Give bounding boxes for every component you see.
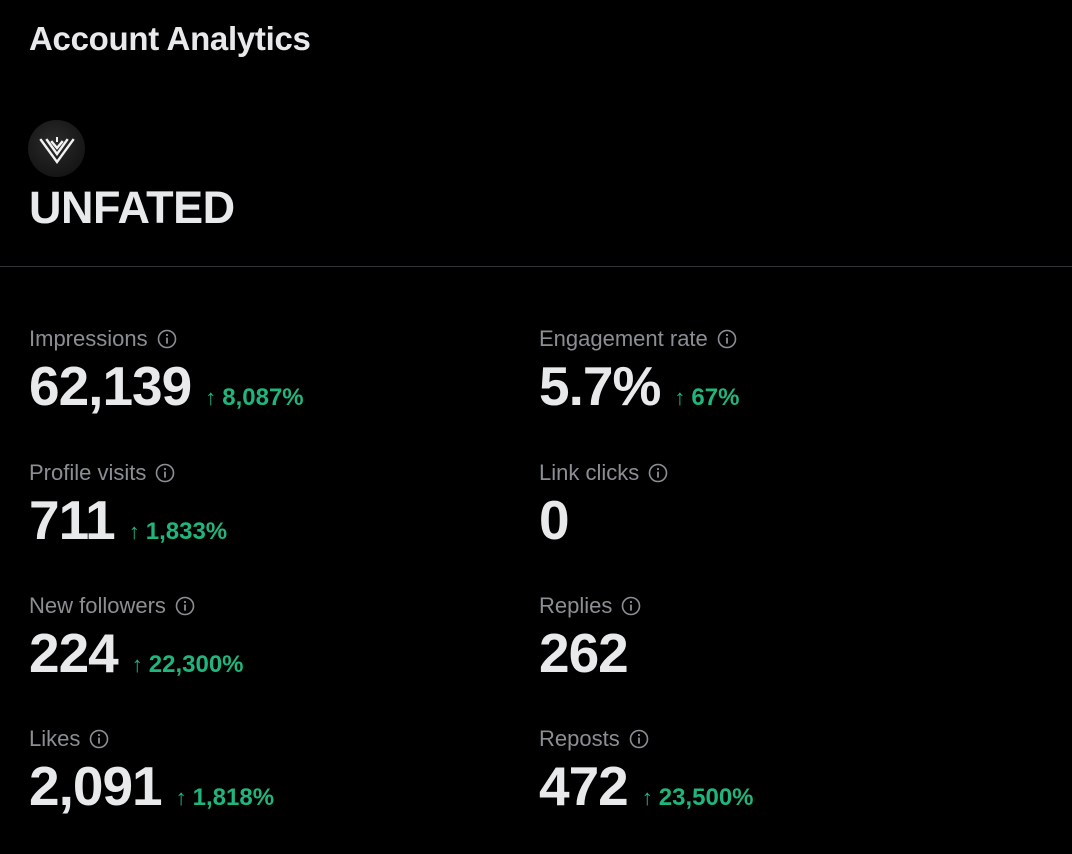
metric-label: Profile visits — [29, 460, 147, 485]
info-icon[interactable] — [648, 463, 668, 483]
metric-label: Link clicks — [539, 460, 640, 485]
arrow-up-icon: ↑ — [674, 385, 686, 410]
info-icon[interactable] — [175, 596, 195, 616]
metric-impressions: Impressions 62,139 ↑ 8,087% — [29, 325, 509, 417]
metric-value: 472 — [539, 755, 629, 817]
metric-value: 5.7% — [539, 355, 661, 417]
metric-value: 224 — [29, 622, 119, 684]
info-icon[interactable] — [717, 329, 737, 349]
unfated-logo-icon — [38, 136, 75, 164]
metric-profile-visits: Profile visits 711 ↑ 1,833% — [29, 459, 509, 551]
metric-value: 0 — [539, 489, 570, 551]
info-icon[interactable] — [621, 596, 641, 616]
info-icon[interactable] — [157, 329, 177, 349]
metric-label: Replies — [539, 593, 613, 618]
metric-new-followers: New followers 224 ↑ 22,300% — [29, 592, 509, 684]
metric-label: New followers — [29, 593, 166, 618]
arrow-up-icon: ↑ — [128, 519, 140, 544]
account-name: UNFATED — [29, 182, 235, 233]
metric-likes: Likes 2,091 ↑ 1,818% — [29, 725, 509, 817]
metric-value: 2,091 — [29, 755, 163, 817]
metric-label: Engagement rate — [539, 326, 708, 351]
metric-label: Reposts — [539, 726, 620, 751]
arrow-up-icon: ↑ — [175, 785, 187, 810]
info-icon[interactable] — [155, 463, 175, 483]
metric-change: ↑ 67% — [674, 384, 740, 411]
metric-change: ↑ 23,500% — [641, 784, 754, 811]
metric-value: 62,139 — [29, 355, 192, 417]
metric-change: ↑ 22,300% — [131, 651, 244, 678]
metric-label: Impressions — [29, 326, 148, 351]
metric-value: 711 — [29, 489, 116, 551]
metric-change: ↑ 8,087% — [205, 384, 304, 411]
metric-change: ↑ 1,818% — [175, 784, 275, 811]
metric-replies: Replies 262 — [539, 592, 1019, 684]
arrow-up-icon: ↑ — [131, 652, 143, 677]
header-divider — [0, 266, 1072, 267]
metric-engagement-rate: Engagement rate 5.7% ↑ 67% — [539, 325, 1019, 417]
info-icon[interactable] — [629, 729, 649, 749]
info-icon[interactable] — [89, 729, 109, 749]
metric-link-clicks: Link clicks 0 — [539, 459, 1019, 551]
metric-label: Likes — [29, 726, 81, 751]
page-title: Account Analytics — [29, 20, 311, 57]
arrow-up-icon: ↑ — [205, 385, 217, 410]
metric-value: 262 — [539, 622, 629, 684]
metric-reposts: Reposts 472 ↑ 23,500% — [539, 725, 1019, 817]
avatar[interactable] — [28, 120, 85, 177]
metric-change: ↑ 1,833% — [128, 518, 228, 545]
arrow-up-icon: ↑ — [641, 785, 653, 810]
